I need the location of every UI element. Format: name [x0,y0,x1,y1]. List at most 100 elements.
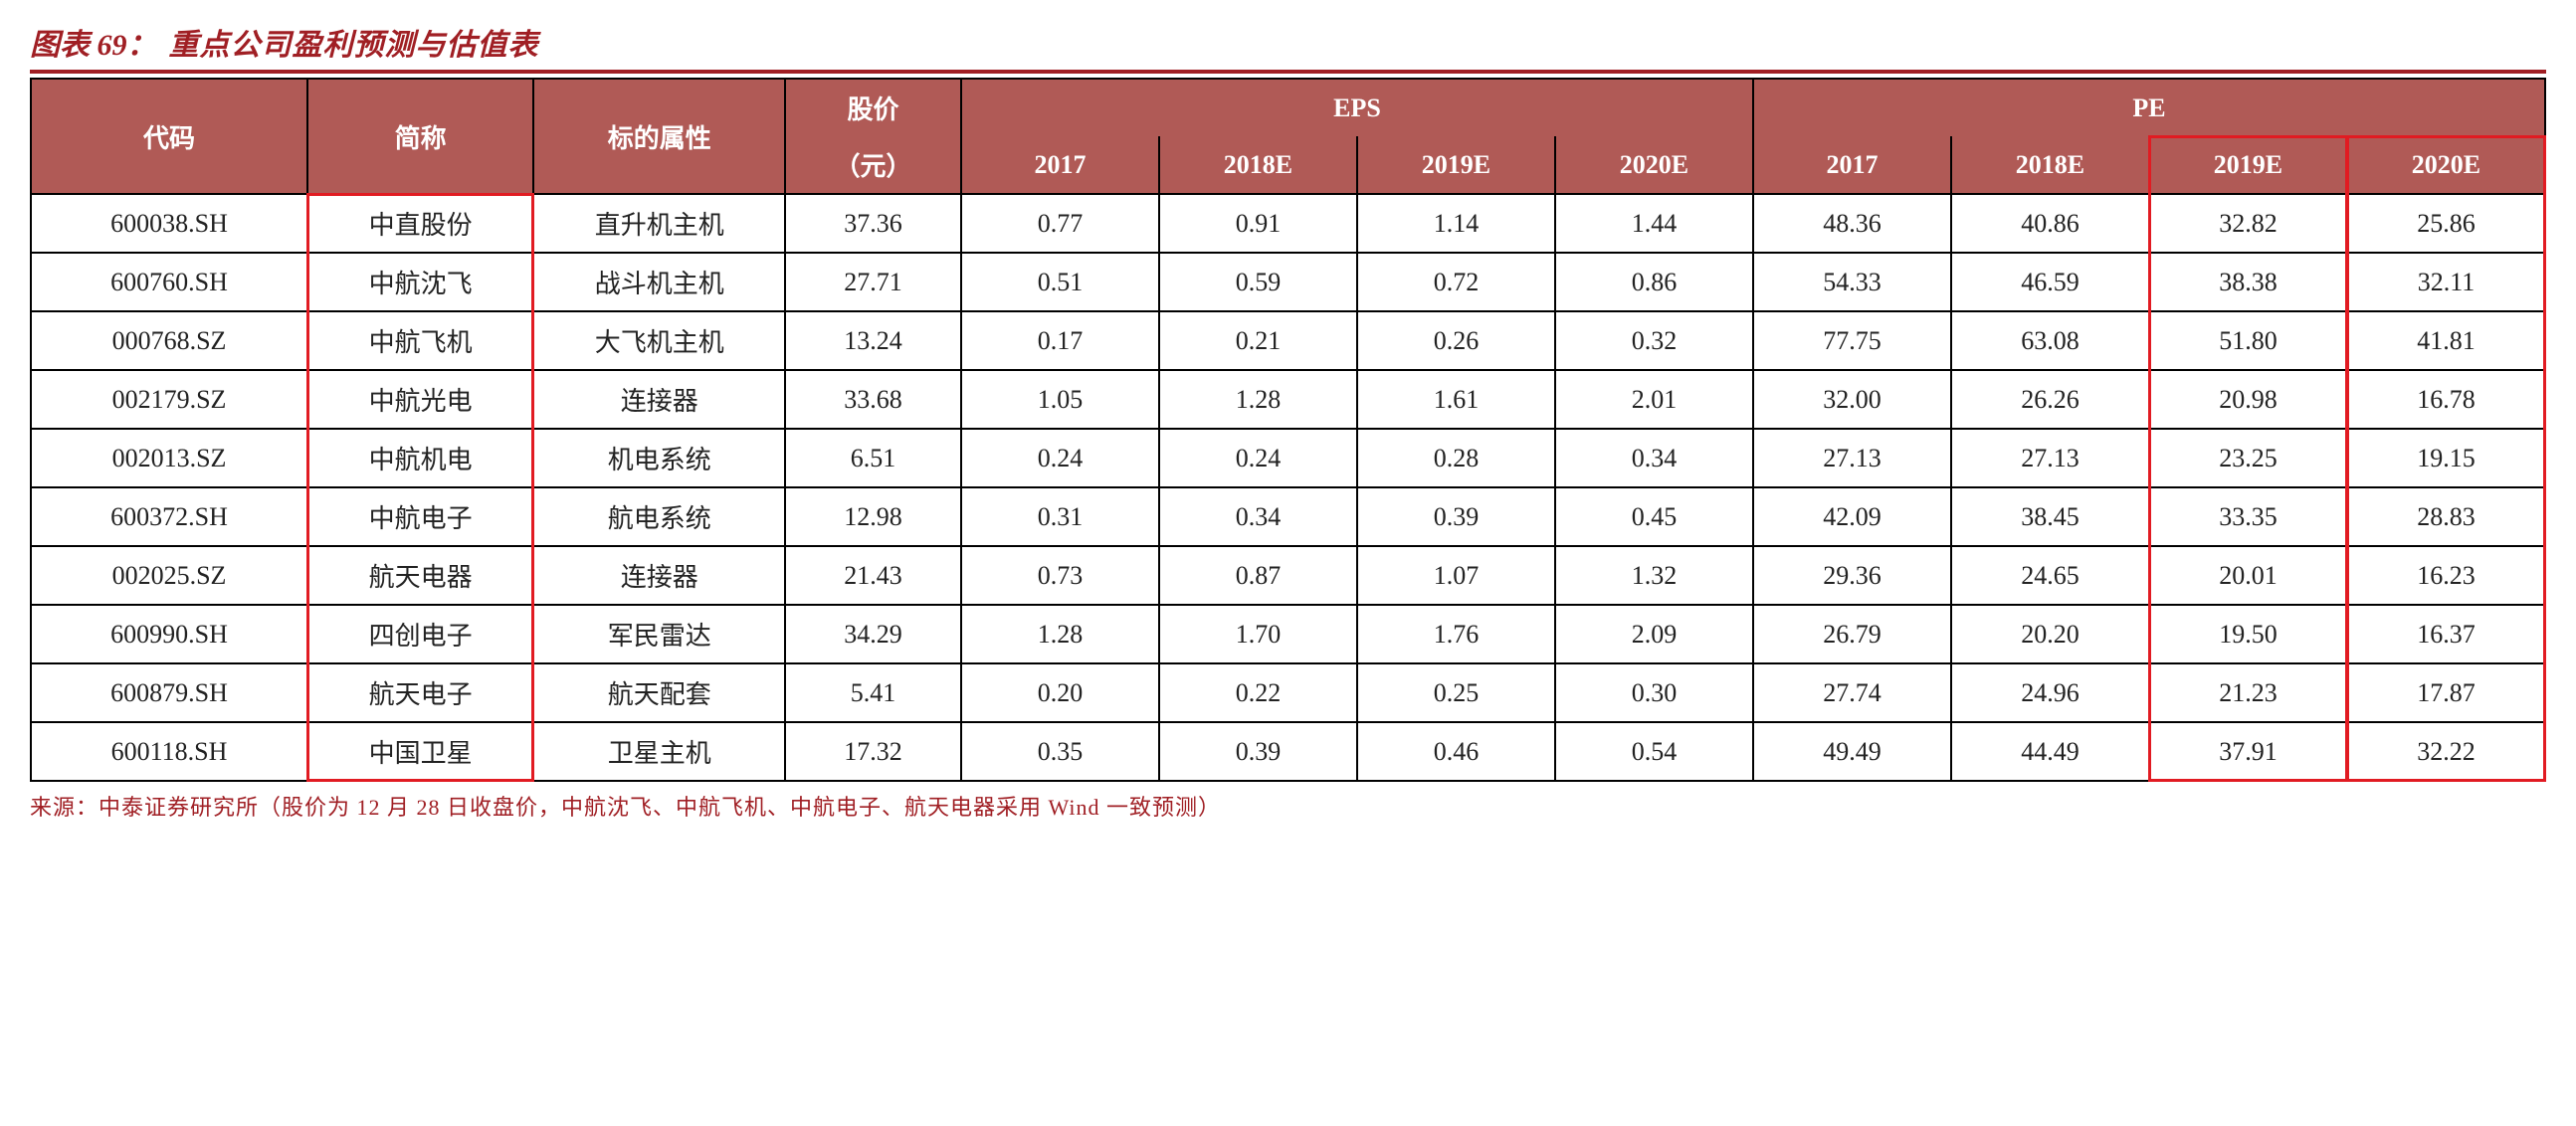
cell-eps-2018e: 0.24 [1159,429,1357,487]
th-pe-2017: 2017 [1753,136,1951,194]
th-pe-2020e: 2020E [2347,136,2545,194]
cell-eps-2020e: 0.30 [1555,663,1753,722]
cell-name: 航天电子 [307,663,533,722]
cell-eps-2017: 1.05 [961,370,1159,429]
cell-pe-2019e: 19.50 [2149,605,2347,663]
table-row: 000768.SZ中航飞机大飞机主机13.240.170.210.260.327… [31,311,2545,370]
cell-pe-2018e: 20.20 [1951,605,2149,663]
cell-attr: 机电系统 [533,429,785,487]
cell-eps-2020e: 0.32 [1555,311,1753,370]
cell-name: 航天电器 [307,546,533,605]
th-price-top: 股价 [785,79,961,136]
cell-pe-2017: 26.79 [1753,605,1951,663]
cell-price: 33.68 [785,370,961,429]
cell-name: 中国卫星 [307,722,533,781]
cell-pe-2017: 49.49 [1753,722,1951,781]
cell-pe-2017: 27.74 [1753,663,1951,722]
cell-pe-2020e: 32.11 [2347,253,2545,311]
cell-price: 5.41 [785,663,961,722]
cell-code: 002025.SZ [31,546,307,605]
cell-eps-2020e: 0.54 [1555,722,1753,781]
cell-pe-2019e: 23.25 [2149,429,2347,487]
cell-eps-2019e: 1.07 [1357,546,1555,605]
cell-price: 37.36 [785,194,961,253]
cell-eps-2019e: 1.76 [1357,605,1555,663]
table-row: 600372.SH中航电子航电系统12.980.310.340.390.4542… [31,487,2545,546]
cell-pe-2018e: 46.59 [1951,253,2149,311]
cell-eps-2018e: 0.59 [1159,253,1357,311]
cell-price: 34.29 [785,605,961,663]
th-eps: EPS [961,79,1753,136]
th-pe: PE [1753,79,2545,136]
cell-pe-2019e: 20.01 [2149,546,2347,605]
table-row: 600760.SH中航沈飞战斗机主机27.710.510.590.720.865… [31,253,2545,311]
th-pe-2019e: 2019E [2149,136,2347,194]
cell-eps-2020e: 2.01 [1555,370,1753,429]
cell-pe-2018e: 40.86 [1951,194,2149,253]
cell-pe-2018e: 24.65 [1951,546,2149,605]
cell-eps-2020e: 1.44 [1555,194,1753,253]
cell-eps-2018e: 0.87 [1159,546,1357,605]
cell-pe-2017: 29.36 [1753,546,1951,605]
cell-name: 中直股份 [307,194,533,253]
cell-attr: 航天配套 [533,663,785,722]
cell-name: 中航机电 [307,429,533,487]
cell-name: 中航沈飞 [307,253,533,311]
cell-eps-2019e: 1.61 [1357,370,1555,429]
cell-pe-2019e: 20.98 [2149,370,2347,429]
cell-code: 600038.SH [31,194,307,253]
table-row: 002179.SZ中航光电连接器33.681.051.281.612.0132.… [31,370,2545,429]
cell-attr: 连接器 [533,370,785,429]
cell-pe-2020e: 41.81 [2347,311,2545,370]
cell-eps-2017: 0.17 [961,311,1159,370]
table-row: 600879.SH航天电子航天配套5.410.200.220.250.3027.… [31,663,2545,722]
cell-code: 600990.SH [31,605,307,663]
th-eps-2017: 2017 [961,136,1159,194]
cell-pe-2019e: 21.23 [2149,663,2347,722]
cell-eps-2020e: 0.86 [1555,253,1753,311]
cell-eps-2019e: 0.26 [1357,311,1555,370]
cell-pe-2020e: 16.37 [2347,605,2545,663]
cell-attr: 战斗机主机 [533,253,785,311]
cell-eps-2020e: 2.09 [1555,605,1753,663]
cell-code: 000768.SZ [31,311,307,370]
cell-eps-2017: 0.24 [961,429,1159,487]
th-name: 简称 [307,79,533,194]
table-row: 600038.SH中直股份直升机主机37.360.770.911.141.444… [31,194,2545,253]
cell-pe-2020e: 28.83 [2347,487,2545,546]
cell-eps-2019e: 0.46 [1357,722,1555,781]
cell-pe-2019e: 51.80 [2149,311,2347,370]
th-code: 代码 [31,79,307,194]
table-row: 600990.SH四创电子军民雷达34.291.281.701.762.0926… [31,605,2545,663]
cell-pe-2019e: 38.38 [2149,253,2347,311]
cell-eps-2017: 1.28 [961,605,1159,663]
table-row: 002013.SZ中航机电机电系统6.510.240.240.280.3427.… [31,429,2545,487]
cell-eps-2017: 0.73 [961,546,1159,605]
th-pe-2018e: 2018E [1951,136,2149,194]
cell-pe-2017: 32.00 [1753,370,1951,429]
cell-price: 21.43 [785,546,961,605]
cell-pe-2017: 77.75 [1753,311,1951,370]
cell-code: 002179.SZ [31,370,307,429]
source-footnote: 来源：中泰证券研究所（股价为 12 月 28 日收盘价，中航沈飞、中航飞机、中航… [30,790,2546,822]
cell-price: 12.98 [785,487,961,546]
cell-pe-2020e: 32.22 [2347,722,2545,781]
cell-pe-2019e: 32.82 [2149,194,2347,253]
cell-eps-2018e: 1.28 [1159,370,1357,429]
cell-pe-2018e: 26.26 [1951,370,2149,429]
cell-eps-2018e: 0.34 [1159,487,1357,546]
cell-eps-2019e: 0.28 [1357,429,1555,487]
cell-pe-2018e: 24.96 [1951,663,2149,722]
caption-title: 重点公司盈利预测与估值表 [169,20,539,64]
cell-eps-2018e: 0.22 [1159,663,1357,722]
cell-name: 中航电子 [307,487,533,546]
cell-price: 6.51 [785,429,961,487]
cell-eps-2019e: 0.25 [1357,663,1555,722]
cell-attr: 军民雷达 [533,605,785,663]
table-body: 600038.SH中直股份直升机主机37.360.770.911.141.444… [31,194,2545,781]
cell-eps-2020e: 0.34 [1555,429,1753,487]
caption-prefix: 图表 69： [30,20,157,64]
cell-pe-2018e: 38.45 [1951,487,2149,546]
cell-pe-2020e: 17.87 [2347,663,2545,722]
cell-eps-2018e: 1.70 [1159,605,1357,663]
